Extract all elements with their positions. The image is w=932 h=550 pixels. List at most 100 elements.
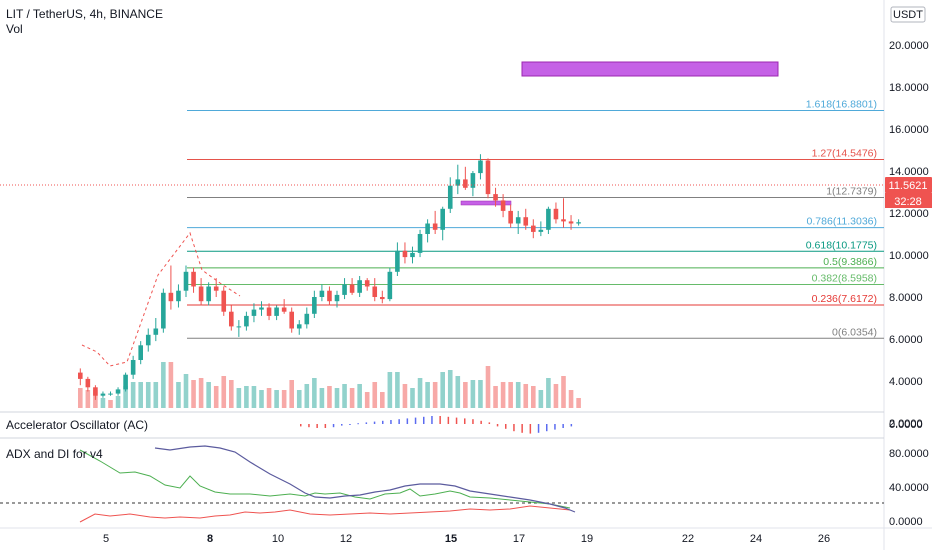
candle-body (538, 229, 544, 232)
candle-body (93, 387, 98, 396)
volume-bar (251, 386, 257, 408)
volume-bar (145, 382, 151, 408)
volume-bar (123, 386, 128, 408)
volume-bar (387, 372, 393, 408)
candle-body (364, 280, 370, 287)
candle-body (259, 307, 264, 310)
candle-body (266, 307, 272, 316)
candle-body (342, 284, 347, 295)
currency-box[interactable] (890, 6, 926, 23)
volume-bar (523, 384, 529, 408)
candle-body (206, 286, 211, 302)
candle-body (130, 360, 136, 375)
price-axis: 2.0000 4.0000 6.0000 8.0000 10.0000 12.0000 14… (889, 40, 929, 430)
ac-bar (341, 424, 343, 426)
candle-body (229, 311, 234, 327)
candle-body (432, 223, 438, 230)
price-tick-label: 20.0000 (889, 40, 929, 52)
volume-bar (289, 380, 294, 408)
price-tick-label: 8.0000 (889, 292, 923, 304)
volume-bar (229, 380, 234, 408)
volume-bar (425, 382, 430, 408)
volume-bar (432, 382, 438, 408)
candle-body (281, 307, 287, 312)
candle-body (198, 286, 204, 302)
price-tick-label: 16.0000 (889, 124, 929, 136)
adx-axis-80: 80.0000 (889, 448, 929, 460)
candle-body (395, 250, 400, 272)
adx-line (154, 445, 576, 513)
ac-bar (406, 418, 409, 424)
symbol-legend[interactable]: LIT / TetherUS, 4h, BINANCE (6, 7, 163, 21)
volume-bar (130, 382, 136, 408)
volume-bar (546, 378, 551, 408)
volume-bar (493, 386, 498, 408)
candle-body (191, 271, 196, 287)
candle-body (251, 309, 257, 316)
ac-bar (398, 419, 400, 424)
price-tick-label: 14.0000 (889, 166, 929, 178)
candle-body (108, 393, 113, 395)
volume-bar (561, 376, 566, 408)
ac-bar (546, 424, 548, 432)
time-tick-label: 15 (445, 533, 457, 545)
volume-bar (191, 380, 196, 408)
price-tick-label: 6.0000 (889, 334, 923, 346)
candle-body (78, 372, 83, 379)
support-zone-rect[interactable] (460, 200, 512, 206)
volume-bar (576, 398, 581, 408)
ac-bar (300, 424, 302, 427)
volume-bar (259, 390, 264, 408)
time-tick-label: 8 (207, 533, 213, 545)
candle-body (176, 290, 181, 302)
candle-body (531, 225, 536, 232)
volume-bar (266, 388, 272, 408)
candle-body (568, 221, 574, 224)
fib-level-label: 0(6.0354) (832, 326, 877, 338)
volume-bar (515, 382, 521, 408)
ac-bar (537, 424, 540, 433)
ac-bar (480, 420, 482, 424)
ac-legend[interactable]: Accelerator Oscillator (AC) (6, 418, 149, 432)
volume-bar (138, 382, 143, 408)
candle-body (402, 250, 408, 258)
ac-bar (570, 424, 573, 427)
candle-body (304, 313, 310, 325)
volume-bar (319, 388, 325, 408)
fib-level-label: 1.27(14.5476) (812, 148, 877, 160)
volume-bar (236, 388, 242, 408)
candle-body (357, 280, 362, 293)
volume-bar (304, 384, 310, 408)
volume-legend[interactable]: Vol (6, 22, 23, 36)
target-zone-rect[interactable] (521, 61, 779, 77)
fib-level-label: 0.618(10.1775) (806, 239, 877, 251)
candle-body (349, 284, 355, 293)
ac-bar (488, 422, 491, 424)
currency-label: USDT (893, 9, 923, 21)
fib-level-label: 1(12.7379) (826, 186, 877, 198)
time-tick-label: 17 (513, 533, 525, 545)
candle-body (289, 311, 294, 329)
volume-bar (349, 388, 355, 408)
adx-axis-40: 40.0000 (889, 482, 929, 494)
ac-bar (373, 421, 376, 424)
volume-bar (334, 388, 340, 408)
candle-body (123, 374, 128, 390)
candle-body (417, 234, 423, 253)
ac-bar (390, 420, 392, 424)
candle-body (470, 173, 476, 188)
fib-levels: 1.618(16.8801) 1.27(14.5476) 1(12.7379) 0.7… (187, 99, 884, 339)
adx-legend[interactable]: ADX and DI for v4 (6, 447, 103, 461)
volume-bar (553, 384, 559, 408)
volume-bar (168, 362, 174, 408)
volume-bar (364, 392, 370, 408)
volume-bar (108, 400, 113, 408)
highlight-zones (460, 61, 779, 206)
candlesticks (78, 154, 581, 400)
candle-body (274, 307, 279, 316)
ac-bar (431, 416, 433, 424)
candle-body (493, 194, 498, 201)
volume-bar (153, 382, 159, 408)
volume-bar (485, 366, 491, 408)
